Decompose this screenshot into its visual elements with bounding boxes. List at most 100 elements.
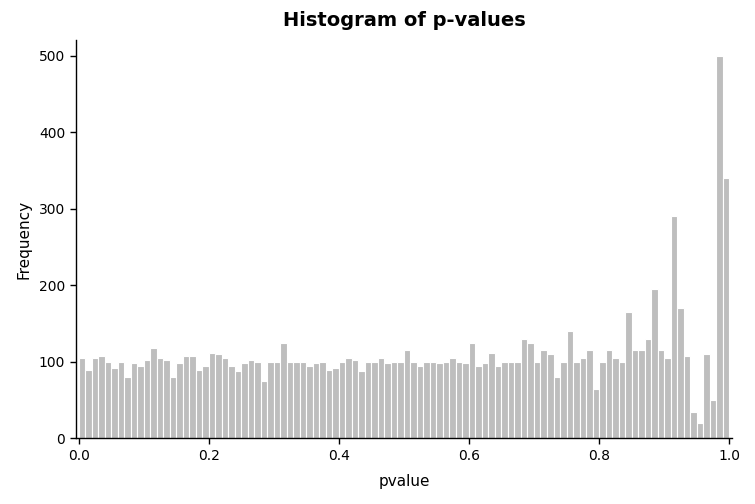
Bar <box>339 362 345 438</box>
Bar <box>111 368 118 438</box>
Bar <box>260 381 267 438</box>
Bar <box>566 331 573 438</box>
Bar <box>683 356 690 438</box>
Bar <box>580 358 586 438</box>
Bar <box>365 362 371 438</box>
Bar <box>534 362 541 438</box>
Bar <box>143 360 150 438</box>
Bar <box>430 362 436 438</box>
Bar <box>560 362 566 438</box>
Bar <box>345 358 352 438</box>
Bar <box>359 371 365 438</box>
Bar <box>332 368 339 438</box>
Bar <box>235 371 242 438</box>
Bar <box>163 360 170 438</box>
Bar <box>137 366 143 438</box>
Bar <box>183 356 190 438</box>
Bar <box>267 362 274 438</box>
Bar <box>196 369 202 438</box>
Bar <box>670 216 677 438</box>
Bar <box>202 366 209 438</box>
Bar <box>618 362 625 438</box>
Bar <box>294 362 300 438</box>
Bar <box>105 362 111 438</box>
Bar <box>651 289 658 438</box>
Bar <box>488 353 495 438</box>
Bar <box>482 363 488 438</box>
Bar <box>449 358 456 438</box>
Bar <box>131 363 137 438</box>
Bar <box>352 360 359 438</box>
Bar <box>501 362 508 438</box>
Bar <box>326 369 332 438</box>
Bar <box>319 362 326 438</box>
Bar <box>79 358 85 438</box>
Bar <box>541 350 547 438</box>
Y-axis label: Frequency: Frequency <box>17 200 32 279</box>
Bar <box>391 362 397 438</box>
Bar <box>157 358 163 438</box>
Bar <box>190 356 196 438</box>
Bar <box>242 363 248 438</box>
Bar <box>313 363 319 438</box>
Bar <box>170 377 177 438</box>
Bar <box>625 312 631 438</box>
Bar <box>287 362 294 438</box>
Bar <box>215 354 222 438</box>
Bar <box>274 362 280 438</box>
Bar <box>436 363 443 438</box>
Bar <box>397 362 404 438</box>
Bar <box>254 362 260 438</box>
Bar <box>248 360 254 438</box>
Bar <box>586 350 593 438</box>
Bar <box>456 362 463 438</box>
Bar <box>463 363 469 438</box>
Bar <box>118 362 125 438</box>
Bar <box>690 412 697 438</box>
X-axis label: pvalue: pvalue <box>378 474 430 489</box>
Bar <box>443 362 449 438</box>
Bar <box>547 354 553 438</box>
Bar <box>723 178 729 438</box>
Bar <box>638 350 645 438</box>
Bar <box>658 350 664 438</box>
Bar <box>384 363 391 438</box>
Bar <box>371 362 378 438</box>
Bar <box>593 389 599 438</box>
Bar <box>150 348 157 438</box>
Bar <box>469 343 476 438</box>
Bar <box>528 343 534 438</box>
Bar <box>612 358 618 438</box>
Bar <box>209 353 215 438</box>
Bar <box>378 358 384 438</box>
Bar <box>85 369 92 438</box>
Bar <box>514 362 521 438</box>
Bar <box>645 339 651 438</box>
Bar <box>573 362 580 438</box>
Bar <box>521 339 528 438</box>
Bar <box>280 343 287 438</box>
Bar <box>495 366 501 438</box>
Bar <box>710 400 716 438</box>
Bar <box>424 362 430 438</box>
Bar <box>476 366 482 438</box>
Bar <box>92 358 98 438</box>
Bar <box>553 377 560 438</box>
Bar <box>125 377 131 438</box>
Title: Histogram of p-values: Histogram of p-values <box>282 12 525 30</box>
Bar <box>98 356 105 438</box>
Bar <box>606 350 612 438</box>
Bar <box>411 362 417 438</box>
Bar <box>417 366 424 438</box>
Bar <box>222 358 228 438</box>
Bar <box>300 362 307 438</box>
Bar <box>228 366 235 438</box>
Bar <box>631 350 638 438</box>
Bar <box>703 354 710 438</box>
Bar <box>508 362 514 438</box>
Bar <box>716 55 723 438</box>
Bar <box>697 423 703 438</box>
Bar <box>599 362 606 438</box>
Bar <box>177 363 183 438</box>
Bar <box>664 358 670 438</box>
